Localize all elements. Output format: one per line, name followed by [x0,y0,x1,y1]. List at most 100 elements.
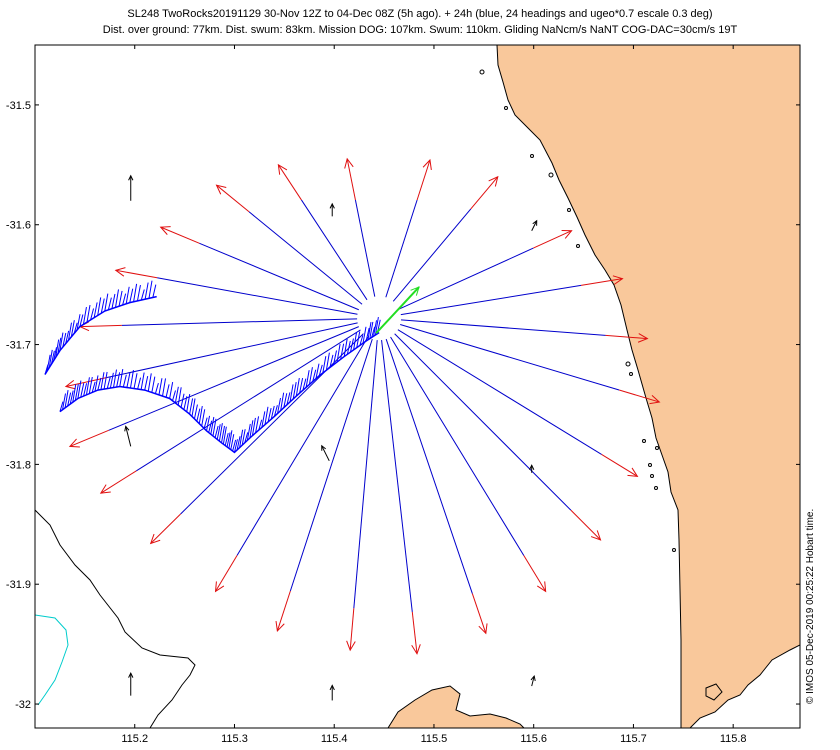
track-main-tick [367,322,372,340]
track-main-tick [224,433,229,446]
heading-arrow-head [478,623,488,635]
track-west-tick [82,306,87,325]
track-main-tick [226,432,231,448]
track-west-tick [133,283,138,302]
track-west-tick [111,293,116,309]
heading-arrow-head [346,640,356,652]
track-main-tick [147,373,152,392]
heading-arrow-shaft [416,159,431,201]
track-main-tick [258,419,263,431]
track-west-tick [76,314,81,331]
track-main-tick [261,411,266,428]
track-main-tick [85,377,90,395]
track-main-tick [289,384,294,402]
track-main-tick [151,376,156,393]
track-west-tick [50,350,55,365]
track-main-tick [210,416,215,435]
track-main-tick [100,372,105,390]
current-arrow-head [529,464,535,470]
track-main-tick [255,416,260,433]
heading-arrow-shaft [471,593,487,634]
track-main-tick [241,429,246,446]
track-west-tick [55,339,60,358]
track-main-tick [91,381,96,393]
track-main-tick [77,380,82,399]
heading-line [394,333,572,511]
heading-arrow-shaft [533,230,572,249]
heading-line [180,333,364,515]
track-main-tick [122,374,127,388]
track-main-tick [221,425,226,443]
heading-line [106,322,358,379]
x-axis: 115.2 115.3 115.4 115.5 115.6 115.7 115.8 [121,45,747,745]
track-west-tick [67,322,72,341]
track-main-tick [228,430,233,449]
current-heading-head [410,286,420,296]
track-main-tick [88,376,93,394]
track-west-tick [97,297,102,316]
heading-lines [64,157,661,655]
heading-line [136,329,361,472]
track-west-tick [115,289,119,308]
y-tick-label: -31.7 [6,340,31,352]
track-main-tick [312,369,317,382]
track-main-tick [183,396,188,410]
plot-frame [34,44,801,729]
track-main-tick [64,390,69,408]
track-west-tick [107,297,112,310]
heading-arrow-head [214,581,225,593]
track-west-tick [62,332,67,348]
heading-arrow-shaft [601,454,638,477]
track-main-tick [212,418,217,437]
track-main-tick [216,424,221,440]
track-main-tick [270,405,275,420]
chart-subtitle: Dist. over ground: 77km. Dist. swum: 83k… [102,24,738,36]
track-west-tick [90,308,95,321]
heading-line [248,211,363,305]
y-tick-label: -31.8 [6,459,31,471]
heading-line [354,199,376,297]
track-main-tick [277,397,281,414]
track-main-tick [267,408,272,423]
heading-arrow-head [114,267,126,277]
x-tick-label: 115.7 [620,733,647,745]
track-west-tick [152,284,157,298]
heading-line [385,338,473,594]
x-tick-label: 115.4 [321,733,348,745]
current-arrow-shaft [531,675,535,687]
track-main-tick [144,376,149,391]
current-arrow-head [124,425,130,432]
track-main-tick [249,420,254,439]
track-main-tick [343,338,348,357]
track-main-tick [72,384,77,403]
land-south-island [387,685,525,728]
track-west-tick [144,282,149,300]
heading-line [392,208,472,302]
heading-arrow-shaft [346,158,356,201]
track-main-tick [359,335,364,346]
track-west-tick [118,290,123,307]
track-main-tick [174,386,179,404]
track-main-tick [299,377,304,394]
track-main-tick [286,392,291,405]
track-main-tick [230,434,235,450]
heading-line [400,319,606,336]
current-arrow-head [128,671,134,678]
heading-arrow-head [275,620,285,633]
heading-arrow-shaft [605,334,648,340]
heading-line [385,199,418,298]
heading-arrow-head [64,379,76,390]
y-tick-label: -31.5 [6,100,31,112]
track-main-tick [97,377,102,391]
track-main-tick [251,417,256,436]
track-main-tick [349,338,354,353]
x-tick-label: 115.3 [221,733,248,745]
track-main-tick [280,392,285,411]
track-main-tick [308,367,313,385]
heading-arrow-shaft [349,608,355,651]
heading-arrow-head [277,163,288,175]
heading-arrow-shaft [215,555,238,592]
track-west-tick [136,284,141,302]
track-main-tick [109,372,114,389]
track-west-tick [65,330,70,344]
